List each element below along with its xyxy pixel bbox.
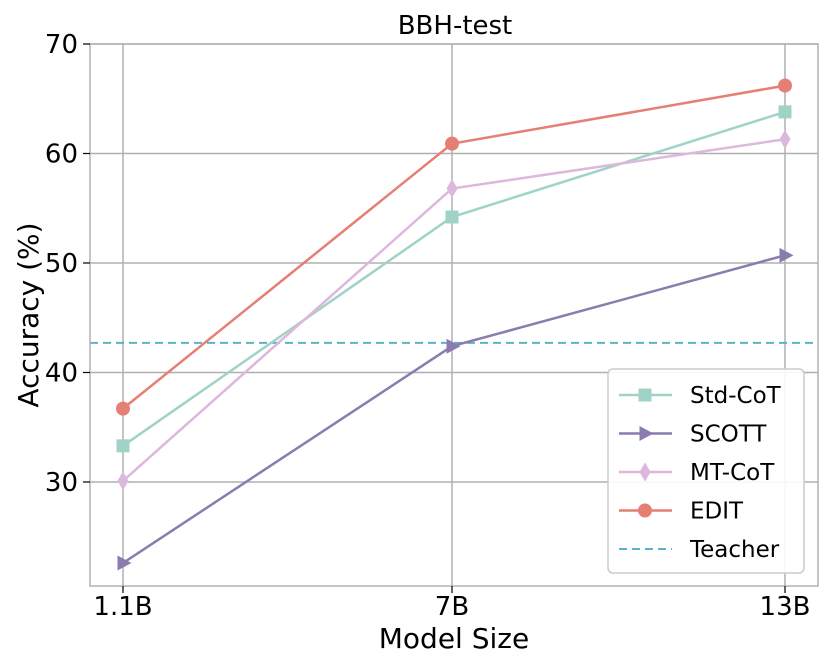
legend-item-teacher: Teacher bbox=[619, 537, 780, 563]
plot-frame bbox=[89, 43, 819, 587]
data-point-std-cot bbox=[445, 210, 459, 224]
data-point-edit bbox=[778, 78, 792, 93]
x-tick-label: 1.1B bbox=[93, 592, 152, 622]
y-tick-label: 30 bbox=[45, 468, 78, 498]
series-std-cot bbox=[116, 105, 792, 453]
legend-marker bbox=[639, 462, 651, 482]
series-scott bbox=[117, 247, 794, 571]
series-line-edit bbox=[122, 84, 786, 410]
axis-ticks: 1.1B 7B 13B 30 40 50 60 70 bbox=[45, 30, 811, 622]
y-axis-label: Accuracy (%) bbox=[12, 222, 45, 407]
legend-box bbox=[607, 368, 805, 574]
x-tick-label: 13B bbox=[760, 592, 811, 622]
data-point-scott bbox=[446, 338, 461, 354]
legend-label: SCOTT bbox=[690, 422, 767, 448]
data-point-std-cot bbox=[116, 439, 130, 453]
x-axis-label: Model Size bbox=[379, 622, 529, 655]
series-mt-cot bbox=[117, 129, 791, 491]
y-tick-label: 60 bbox=[45, 139, 78, 169]
legend-marker bbox=[638, 503, 652, 518]
data-point-scott bbox=[779, 247, 794, 263]
legend-marker bbox=[638, 388, 652, 402]
chart-title: BBH-test bbox=[398, 11, 513, 41]
legend: Std-CoT SCOTT MT-CoT EDIT Teacher bbox=[607, 368, 805, 574]
data-point-std-cot bbox=[778, 105, 792, 119]
legend-marker bbox=[639, 426, 654, 441]
y-tick-label: 40 bbox=[45, 358, 78, 388]
x-tick-label: 7B bbox=[435, 592, 469, 622]
series-edit bbox=[116, 78, 792, 416]
y-tick-label: 70 bbox=[45, 30, 78, 60]
y-tick-label: 50 bbox=[45, 249, 78, 279]
legend-item-edit: EDIT bbox=[619, 499, 744, 525]
series-layer bbox=[90, 78, 818, 571]
data-point-edit bbox=[445, 136, 459, 151]
data-point-mt-cot bbox=[446, 179, 458, 199]
legend-item-mt-cot: MT-CoT bbox=[619, 460, 775, 486]
legend-item-scott: SCOTT bbox=[619, 422, 767, 448]
legend-item-std-cot: Std-CoT bbox=[619, 383, 782, 409]
data-point-mt-cot bbox=[117, 471, 129, 491]
legend-label: EDIT bbox=[690, 499, 744, 525]
legend-label: MT-CoT bbox=[690, 460, 775, 486]
legend-label: Teacher bbox=[689, 537, 780, 563]
data-point-mt-cot bbox=[779, 129, 791, 149]
legend-label: Std-CoT bbox=[690, 383, 782, 409]
data-point-edit bbox=[116, 401, 130, 416]
data-point-scott bbox=[117, 555, 132, 571]
